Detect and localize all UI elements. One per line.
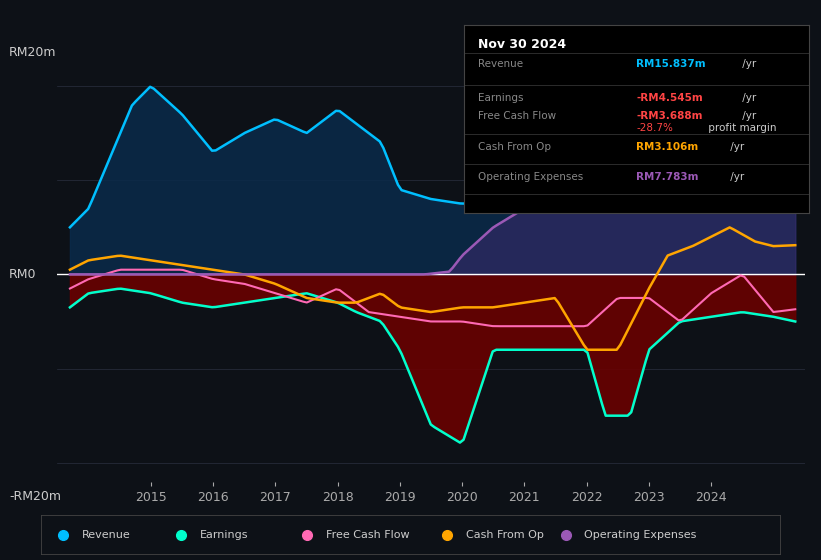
Text: Revenue: Revenue [478,59,523,69]
Text: RM0: RM0 [9,268,36,281]
Text: -RM4.545m: -RM4.545m [636,93,703,102]
Text: RM20m: RM20m [9,46,57,59]
Text: /yr: /yr [727,142,745,152]
Text: /yr: /yr [727,171,745,181]
Text: /yr: /yr [739,93,756,102]
Text: Operating Expenses: Operating Expenses [478,171,583,181]
Text: Cash From Op: Cash From Op [478,142,551,152]
Text: /yr: /yr [739,59,756,69]
Text: Free Cash Flow: Free Cash Flow [478,111,556,122]
Text: -RM20m: -RM20m [9,490,61,503]
Text: Cash From Op: Cash From Op [466,530,544,540]
Text: Free Cash Flow: Free Cash Flow [325,530,409,540]
Text: -28.7%: -28.7% [636,123,673,133]
Text: Operating Expenses: Operating Expenses [585,530,696,540]
Text: Nov 30 2024: Nov 30 2024 [478,38,566,52]
Text: RM7.783m: RM7.783m [636,171,699,181]
Text: -RM3.688m: -RM3.688m [636,111,703,122]
Text: RM3.106m: RM3.106m [636,142,699,152]
Text: RM15.837m: RM15.837m [636,59,706,69]
Text: Revenue: Revenue [82,530,131,540]
Text: Earnings: Earnings [200,530,249,540]
Text: profit margin: profit margin [704,123,776,133]
Text: Earnings: Earnings [478,93,523,102]
Text: /yr: /yr [739,111,756,122]
